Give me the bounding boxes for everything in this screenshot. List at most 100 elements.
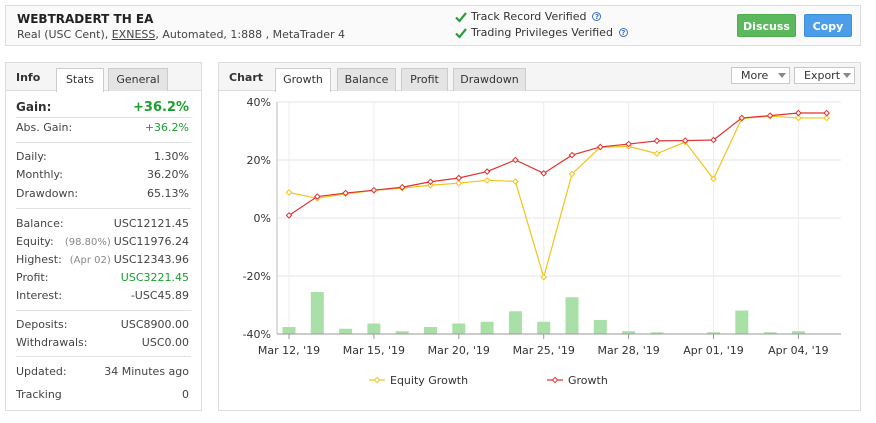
abs-gain-row: Abs. Gain: +36.2% <box>16 121 189 137</box>
deposits-row: Deposits: USC8900.00 <box>16 318 189 334</box>
volume-bar <box>763 332 777 334</box>
monthly-value: 36.20% <box>147 168 189 181</box>
highest-value-group: (Apr 02) USC12343.96 <box>70 253 189 266</box>
interest-value: -USC45.89 <box>130 289 189 302</box>
x-tick-label: Apr 01, '19 <box>683 344 744 357</box>
growth-chart: 40% 20% 0% -20% -40% Mar 12, '19 Mar 15, '19 Ma… <box>243 96 841 387</box>
abs-gain-value: +36.2% <box>144 121 189 134</box>
withdrawals-label: Withdrawals: <box>16 336 88 349</box>
tab-general[interactable]: General <box>108 68 168 91</box>
balance-value: USC12121.45 <box>113 217 189 230</box>
export-dropdown[interactable]: Export <box>794 67 855 84</box>
highest-value: USC12343.96 <box>113 253 189 266</box>
broker-link[interactable]: EXNESS <box>111 28 156 41</box>
volume-bar <box>508 311 522 334</box>
y-tick-label: 20% <box>247 154 271 167</box>
tracking-label: Tracking <box>16 388 62 401</box>
volume-bars <box>282 292 805 334</box>
account-type: Real (USC Cent), <box>17 28 109 41</box>
copy-button[interactable]: Copy <box>804 14 852 37</box>
more-dropdown[interactable]: More <box>731 67 790 84</box>
growth-point <box>342 189 349 197</box>
trading-privileges-label: Trading Privileges Verified <box>471 26 613 39</box>
legend-marker[interactable] <box>373 376 381 384</box>
volume-bar <box>593 320 607 334</box>
growth-point <box>596 143 604 151</box>
account-name: WEBTRADERT TH EA <box>17 12 154 26</box>
x-tick-label: Mar 15, '19 <box>343 344 405 357</box>
more-label: More <box>741 69 769 82</box>
chart-lines <box>285 109 831 281</box>
chart-grid <box>277 101 841 335</box>
equity-value-group: (98.80%) USC11976.24 <box>65 235 189 248</box>
growth-point <box>568 151 576 159</box>
equity-value: USC11976.24 <box>113 235 189 248</box>
equity-label: Equity: <box>16 235 54 248</box>
discuss-button[interactable]: Discuss <box>737 14 796 37</box>
deposits-value: USC8900.00 <box>120 318 189 331</box>
x-tick-label: Mar 25, '19 <box>513 344 575 357</box>
legend-label[interactable]: Growth <box>568 374 608 387</box>
account-header: WEBTRADERT TH EA Real (USC Cent), EXNESS… <box>5 5 861 46</box>
y-tick-label: -40% <box>243 328 271 341</box>
info-title: Info <box>16 71 41 84</box>
highest-label: Highest: <box>16 253 62 266</box>
help-icon[interactable]: ? <box>592 12 602 21</box>
check-icon <box>455 27 467 39</box>
profit-row: Profit: USC3221.45 <box>16 271 189 287</box>
growth-point <box>766 112 774 119</box>
account-details: , Automated, 1:888 , MetaTrader 4 <box>155 28 346 41</box>
tab-profit[interactable]: Profit <box>401 68 448 91</box>
tracking-row: Tracking 0 <box>16 388 189 404</box>
y-tick-label: 0% <box>254 212 271 225</box>
equity-growth-point <box>483 176 491 184</box>
interest-row: Interest: -USC45.89 <box>16 289 189 305</box>
balance-label: Balance: <box>16 217 64 230</box>
tracking-value: 0 <box>182 388 189 401</box>
growth-point <box>795 109 802 117</box>
divider <box>16 356 191 357</box>
equity-growth-point <box>540 273 548 281</box>
monthly-label: Monthly: <box>16 168 63 181</box>
volume-bar <box>735 310 749 334</box>
chart-title: Chart <box>229 71 264 84</box>
growth-line <box>288 112 827 216</box>
x-tick-label: Mar 28, '19 <box>597 344 659 357</box>
x-tick-label: Apr 04, '19 <box>768 344 829 357</box>
tab-drawdown[interactable]: Drawdown <box>453 68 526 91</box>
equity-growth-point <box>710 175 717 183</box>
daily-label: Daily: <box>16 150 47 163</box>
volume-bar <box>424 327 437 334</box>
growth-point <box>823 109 831 117</box>
legend-marker[interactable] <box>551 376 559 384</box>
daily-value: 1.30% <box>154 150 189 163</box>
chart-axes: 40% 20% 0% -20% -40% Mar 12, '19 Mar 15, '19 Ma… <box>243 96 841 357</box>
track-record-label: Track Record Verified <box>471 10 587 23</box>
growth-point <box>625 140 632 148</box>
growth-point <box>540 170 548 177</box>
gain-row: Gain: +36.2% <box>16 100 189 116</box>
tab-stats[interactable]: Stats <box>56 68 104 92</box>
tab-growth[interactable]: Growth <box>275 68 331 92</box>
volume-bar <box>650 332 664 334</box>
chevron-down-icon <box>778 73 786 78</box>
volume-bar <box>310 292 324 334</box>
growth-point <box>512 156 519 164</box>
volume-bar <box>452 323 466 334</box>
legend-label[interactable]: Equity Growth <box>390 374 468 387</box>
volume-bar <box>791 331 805 334</box>
profit-label: Profit: <box>16 271 49 284</box>
tab-balance[interactable]: Balance <box>337 68 396 91</box>
updated-value: 34 Minutes ago <box>104 365 189 378</box>
equity-growth-point <box>285 189 293 196</box>
abs-gain-label: Abs. Gain: <box>16 121 73 134</box>
growth-point <box>285 212 293 219</box>
highest-date: (Apr 02) <box>69 255 111 266</box>
chevron-down-icon <box>843 73 851 78</box>
highest-row: Highest: (Apr 02) USC12343.96 <box>16 253 189 269</box>
drawdown-value: 65.13% <box>147 187 189 200</box>
equity-growth-point <box>427 181 434 189</box>
volume-bar <box>565 297 579 334</box>
help-icon[interactable]: ? <box>618 28 628 37</box>
growth-point <box>483 168 491 175</box>
